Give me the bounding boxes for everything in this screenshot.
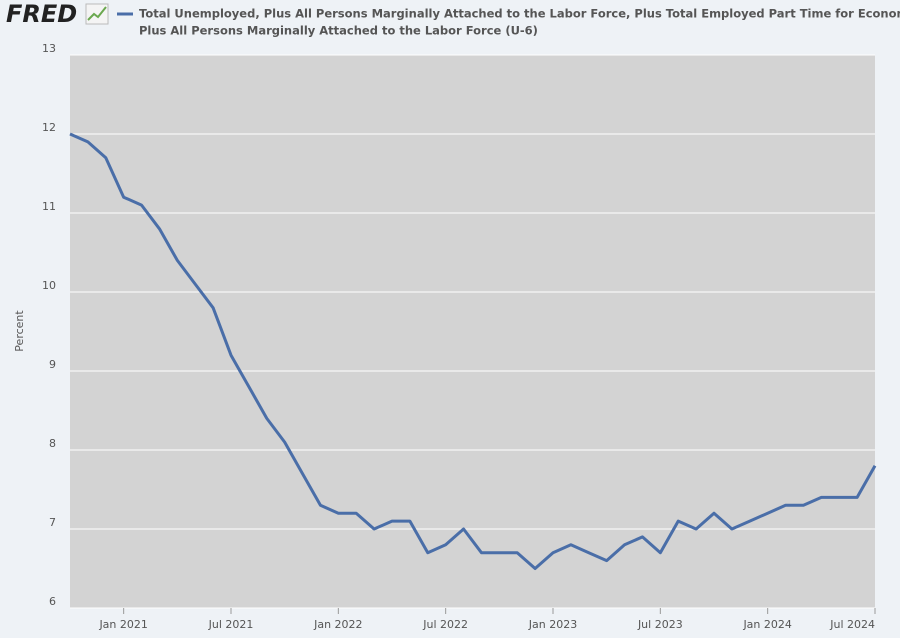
legend-text: Total Unemployed, Plus All Persons Margi…	[139, 7, 900, 21]
y-tick-label: 8	[49, 437, 56, 450]
x-tick-label: Jan 2022	[313, 618, 362, 631]
y-tick-label: 9	[49, 358, 56, 371]
x-tick-label: Jan 2023	[528, 618, 577, 631]
y-tick-label: 7	[49, 516, 56, 529]
legend-text: Plus All Persons Marginally Attached to …	[139, 24, 538, 38]
logo: FRED	[6, 0, 77, 28]
x-tick-label: Jul 2023	[637, 618, 683, 631]
x-tick-label: Jul 2021	[208, 618, 254, 631]
series-line	[69, 132, 877, 570]
y-tick-label: 12	[42, 121, 56, 134]
x-tick-label: Jan 2021	[98, 618, 147, 631]
x-tick-label: Jul 2024	[829, 618, 875, 631]
y-axis-label: Percent	[13, 310, 26, 352]
x-tick-label: Jan 2024	[742, 618, 791, 631]
x-tick-label: Jul 2022	[422, 618, 468, 631]
logo-icon	[85, 3, 109, 25]
y-tick-label: 13	[42, 42, 56, 55]
y-tick-label: 6	[49, 595, 56, 608]
plot-area	[70, 55, 875, 608]
y-tick-label: 10	[42, 279, 56, 292]
y-tick-label: 11	[42, 200, 56, 213]
